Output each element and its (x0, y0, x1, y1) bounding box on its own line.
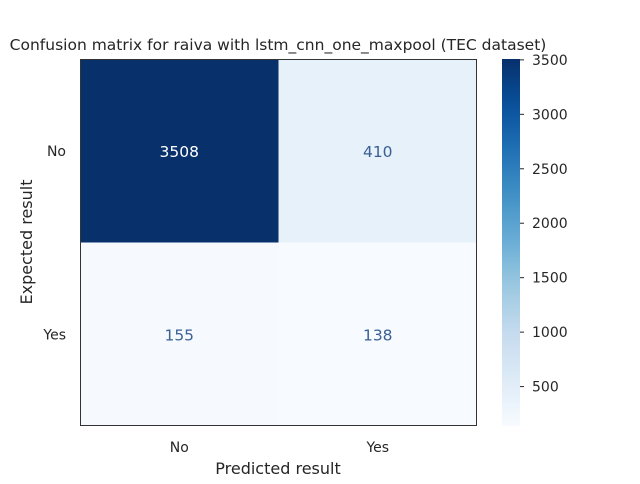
y-tick-label: Yes (42, 327, 66, 343)
colorbar-tick-label: 2500 (532, 162, 568, 178)
colorbar-tick-label: 1500 (532, 271, 568, 287)
heatmap-cell (80, 242, 279, 426)
heatmap-cell (278, 242, 477, 426)
colorbar: 500 1000 1500 2000 2500 3000 3500 (502, 53, 568, 426)
colorbar-tick-label: 500 (532, 380, 559, 396)
cell-value-label: 410 (363, 143, 393, 161)
colorbar-tick-label: 3500 (532, 53, 568, 69)
x-tick-label: Yes (365, 440, 389, 456)
heatmap-cells: 3508 410 155 138 (80, 59, 477, 426)
heatmap-cell (80, 59, 279, 243)
colorbar-gradient (502, 59, 520, 426)
cell-value-label: 3508 (160, 143, 199, 161)
colorbar-tick-label: 2000 (532, 216, 568, 232)
cell-value-label: 155 (164, 326, 194, 344)
y-tick-labels: No Yes (42, 144, 66, 344)
heatmap-cell (278, 59, 477, 243)
colorbar-tick-label: 3000 (532, 107, 568, 123)
x-tick-label: No (170, 440, 189, 456)
cell-value-label: 138 (363, 326, 393, 344)
plot-frame (80, 59, 477, 426)
chart-title: Confusion matrix for raiva with lstm_cnn… (10, 36, 547, 55)
y-tick-label: No (47, 144, 66, 160)
colorbar-tick-label: 1000 (532, 325, 568, 341)
y-axis-label: Expected result (17, 180, 36, 305)
x-axis-label: Predicted result (215, 459, 340, 478)
x-tick-labels: No Yes (170, 440, 389, 456)
